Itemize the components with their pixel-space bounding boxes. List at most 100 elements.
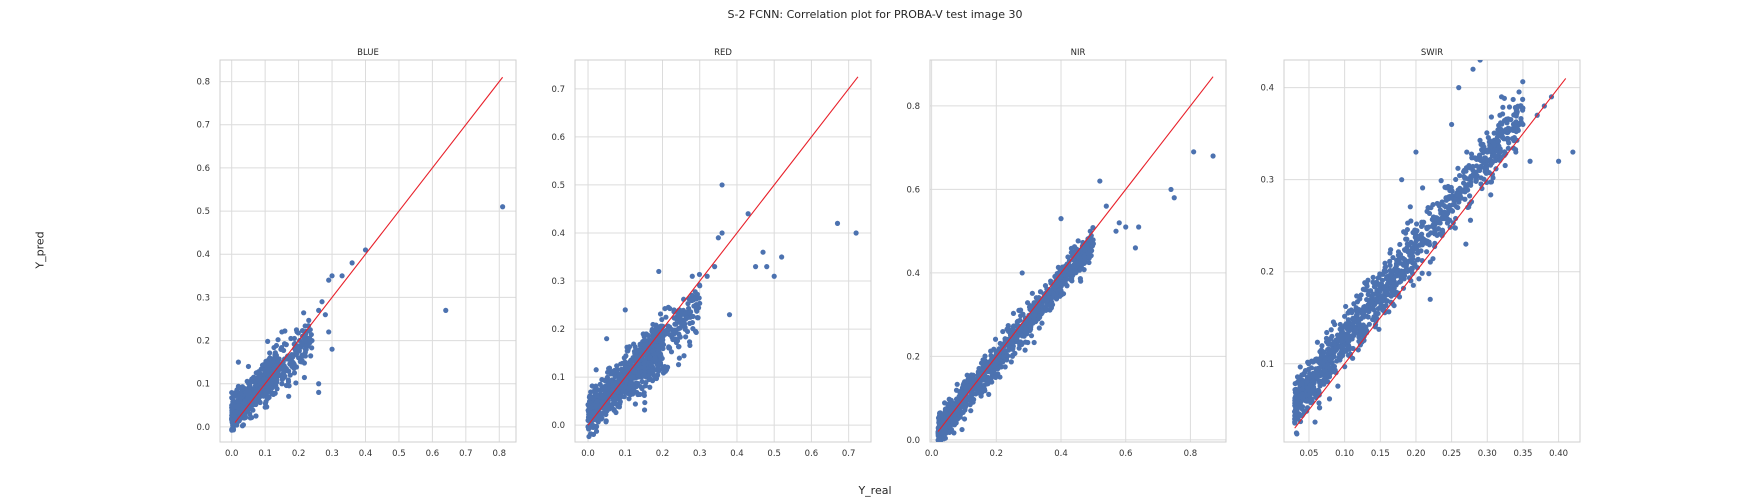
data-point: [256, 398, 262, 405]
data-point: [603, 418, 609, 424]
x-tick-label: 0.10: [1335, 449, 1354, 459]
data-point: [1490, 153, 1497, 159]
plot-frame: [574, 59, 872, 443]
data-point: [1410, 282, 1416, 288]
data-point: [1350, 355, 1356, 361]
data-point: [964, 372, 970, 378]
data-point: [1000, 353, 1006, 360]
x-tick-label: 0.3: [325, 449, 339, 459]
data-point: [244, 387, 251, 393]
data-point: [1470, 167, 1476, 174]
data-point: [1000, 328, 1006, 335]
data-point: [935, 431, 941, 438]
data-point: [1387, 250, 1393, 256]
data-point: [943, 430, 949, 436]
data-point: [1168, 186, 1174, 193]
data-point: [1028, 333, 1035, 339]
data-point: [1424, 208, 1430, 214]
data-point: [295, 355, 302, 361]
panel-red: 0.0 0.1 0.2 0.3 0.4 0.5 0.6 0.7 0.0 0.1 0.2 0.3 0.4 0…: [551, 48, 872, 459]
data-point: [593, 424, 600, 430]
data-point: [1482, 169, 1488, 175]
data-point: [1416, 276, 1422, 282]
figure-title: S-2 FCNN: Correlation plot for PROBA-V t…: [727, 8, 1023, 21]
data-point: [1053, 296, 1060, 302]
data-point: [243, 414, 249, 421]
data-point: [1010, 310, 1017, 317]
data-point: [1375, 310, 1381, 317]
data-point: [1348, 309, 1354, 315]
data-point: [1428, 230, 1434, 236]
data-point: [683, 334, 689, 340]
data-point: [704, 273, 710, 279]
y-tick-label: 0.8: [196, 78, 210, 88]
data-point: [615, 377, 622, 384]
data-point: [1387, 272, 1394, 278]
x-tick-label: 0.7: [842, 449, 856, 459]
data-point: [1017, 339, 1024, 345]
data-point: [1477, 167, 1483, 174]
x-tick-label: 0.7: [459, 449, 473, 459]
data-point: [1480, 147, 1486, 153]
panel-title: NIR: [1071, 48, 1086, 58]
data-point: [673, 321, 679, 327]
data-point: [1468, 151, 1475, 157]
data-point: [326, 329, 332, 335]
data-point: [1343, 303, 1349, 310]
data-point: [628, 379, 634, 385]
data-point: [1497, 126, 1504, 132]
y-tick-label: 0.7: [196, 121, 210, 131]
data-point: [982, 372, 988, 379]
data-point: [275, 337, 281, 343]
data-point: [329, 346, 335, 352]
data-point: [655, 364, 661, 370]
data-point: [1395, 252, 1401, 258]
data-point: [1408, 218, 1414, 224]
identity-line: [587, 76, 859, 426]
data-point: [953, 387, 960, 393]
data-point: [1132, 245, 1139, 251]
plot-frame: [219, 59, 517, 443]
data-point: [1058, 216, 1064, 222]
data-point: [1455, 165, 1461, 171]
data-point: [687, 320, 693, 326]
data-point: [957, 414, 963, 420]
data-point: [656, 268, 662, 275]
x-tick-label: 0.2: [990, 449, 1004, 459]
data-point: [1009, 337, 1016, 343]
data-point: [301, 374, 308, 381]
data-point: [1075, 238, 1081, 244]
data-point: [1354, 299, 1361, 305]
data-point: [1338, 349, 1344, 355]
data-point: [1477, 60, 1483, 63]
data-point: [1364, 296, 1370, 303]
data-point: [1409, 249, 1416, 255]
data-point: [250, 407, 256, 413]
data-point: [1005, 353, 1011, 359]
data-point: [1086, 259, 1092, 266]
data-point: [684, 315, 690, 321]
data-point: [274, 386, 280, 392]
data-point: [752, 264, 759, 270]
data-point: [1412, 227, 1418, 233]
data-point: [1435, 216, 1441, 222]
data-point: [1453, 176, 1459, 183]
data-point: [969, 379, 975, 385]
data-point: [959, 426, 965, 433]
data-point: [679, 311, 685, 317]
data-point: [1123, 224, 1129, 230]
data-point: [1500, 104, 1506, 110]
data-point: [622, 307, 628, 313]
data-point: [1191, 149, 1197, 155]
data-point: [235, 359, 241, 365]
data-point: [1005, 323, 1011, 329]
data-point: [993, 352, 999, 358]
data-point: [1321, 363, 1328, 369]
data-point: [667, 305, 673, 312]
data-point: [245, 394, 252, 400]
data-point: [1437, 231, 1443, 237]
data-point: [1383, 297, 1389, 304]
data-point: [299, 340, 305, 347]
data-point: [988, 368, 995, 375]
data-point: [1294, 431, 1300, 437]
